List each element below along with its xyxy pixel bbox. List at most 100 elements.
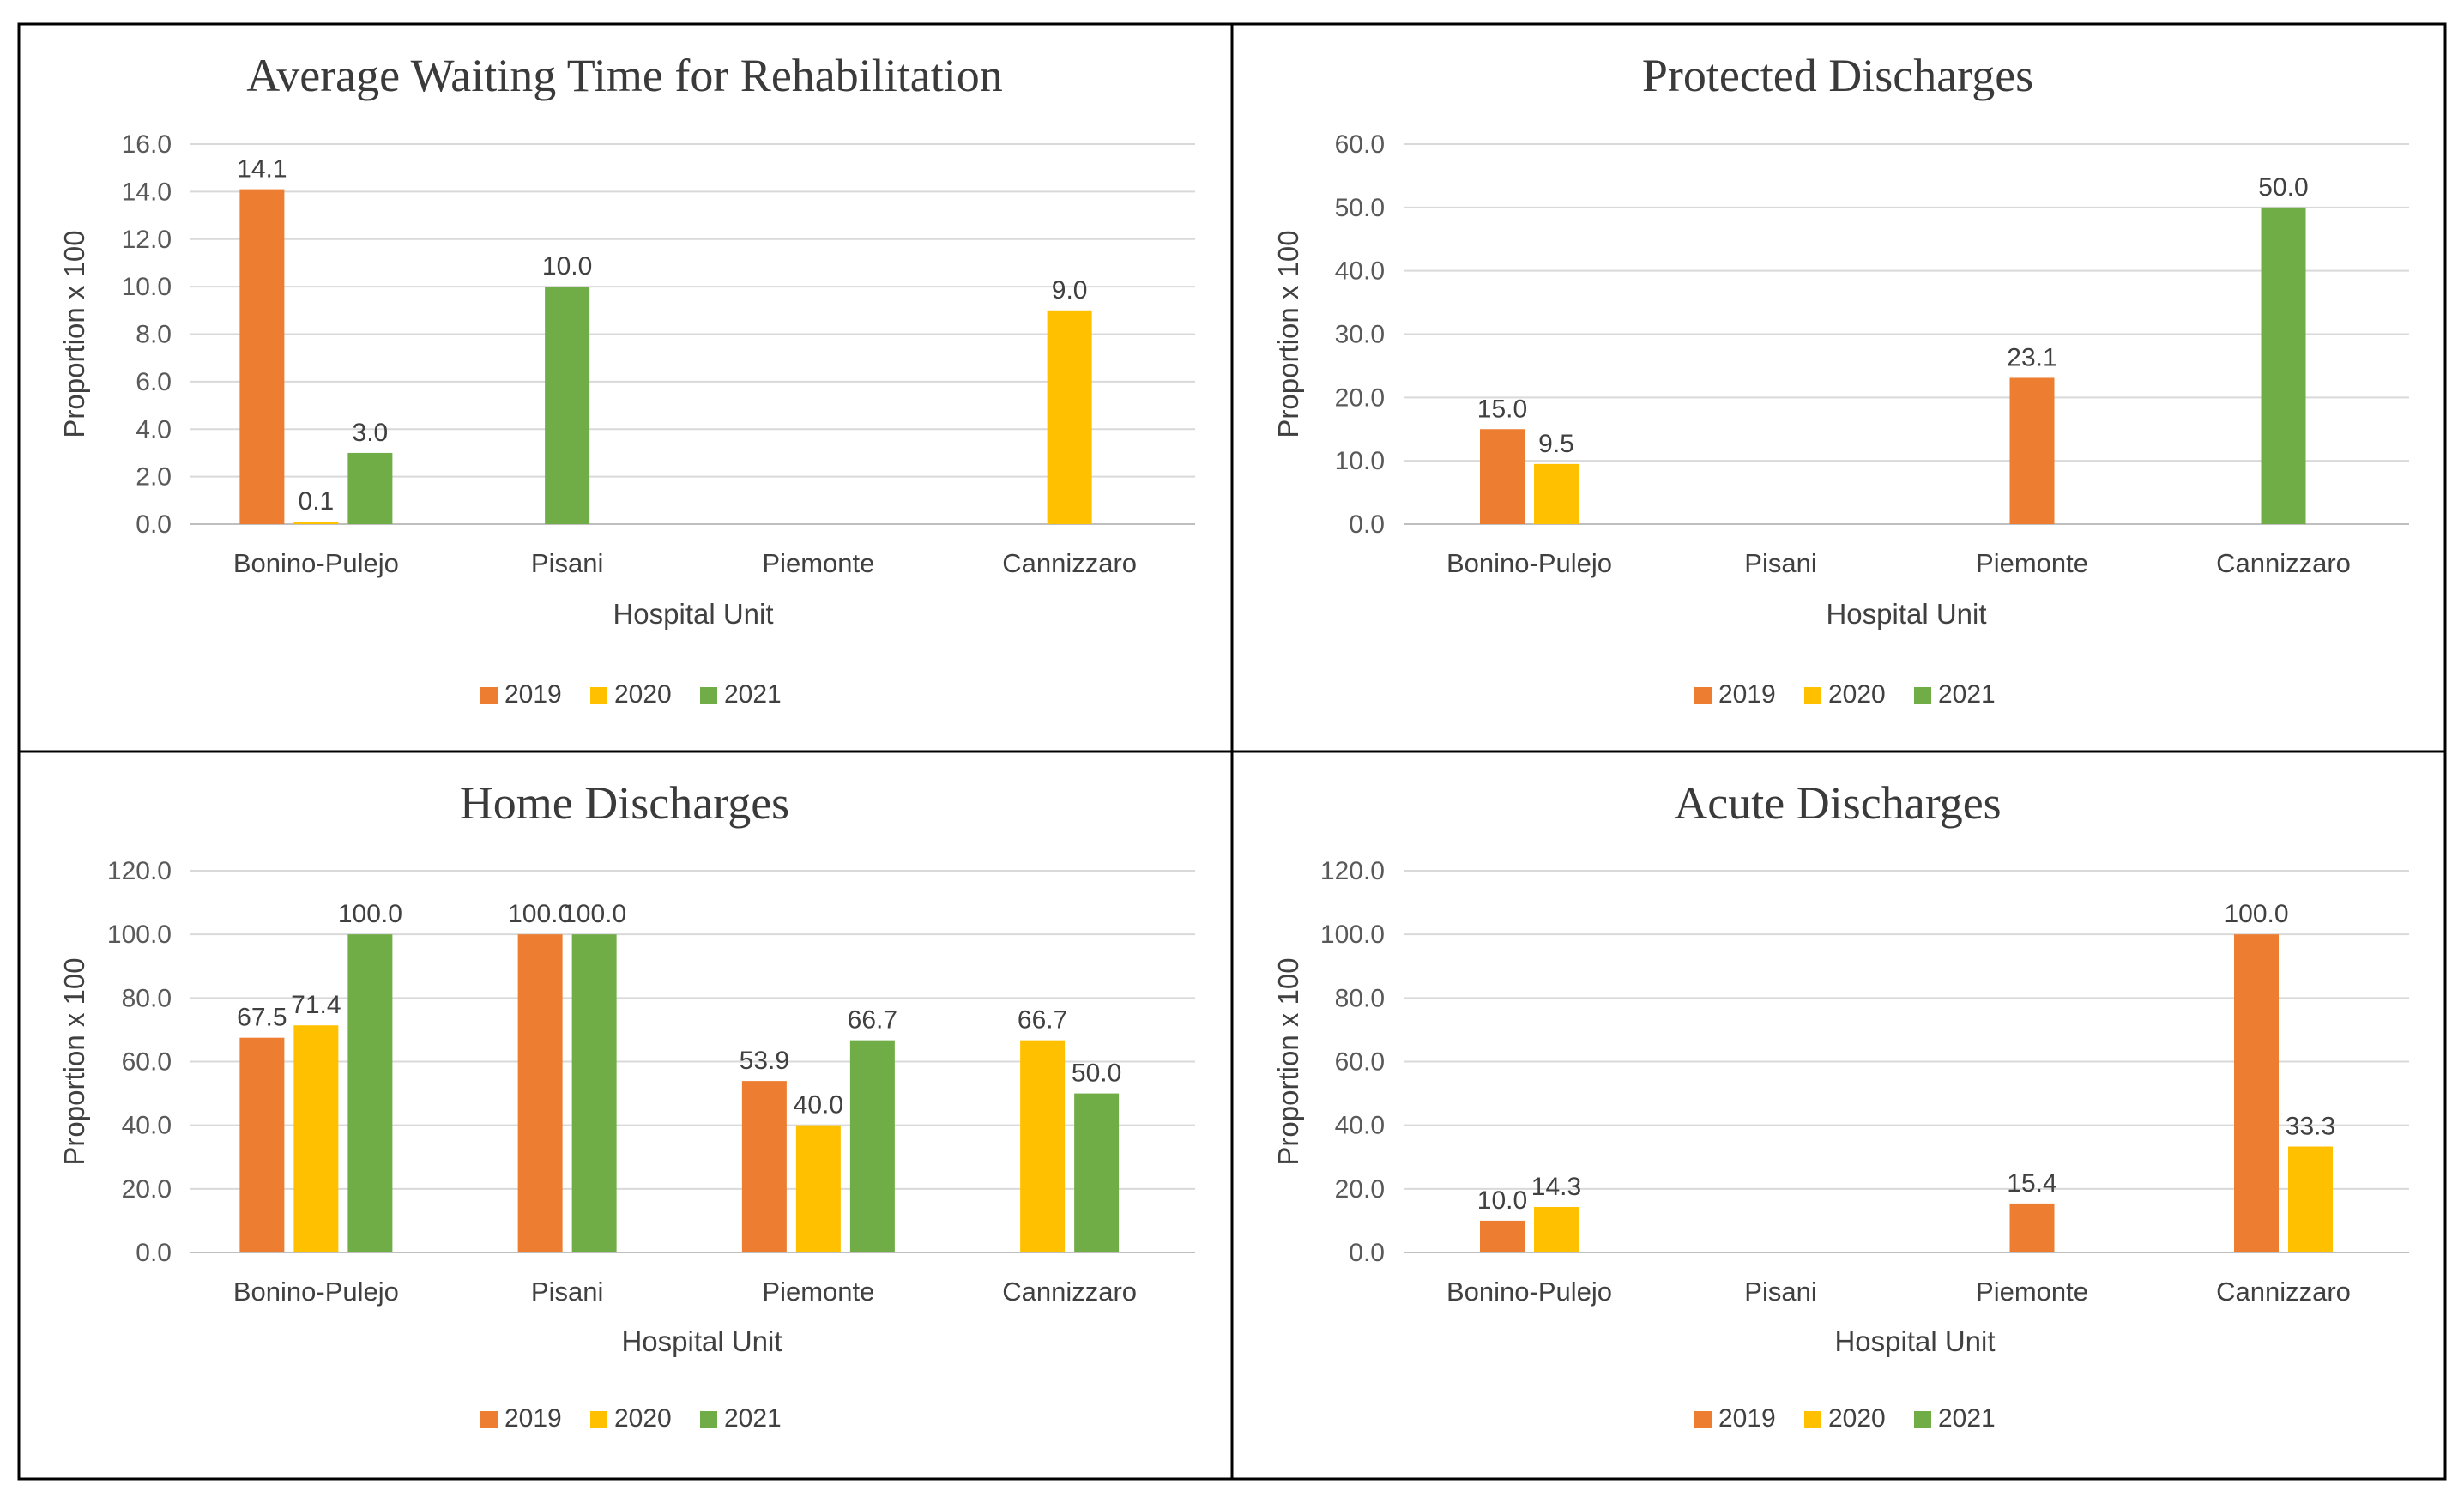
chart-panel-average-waiting-time-for-rehabilitation: Average Waiting Time for Rehabilitation 0…: [58, 50, 1195, 709]
data-label-cannizzaro-2021: 50.0: [1072, 1059, 1121, 1088]
bar-cannizzaro-2020: [1047, 310, 1092, 524]
y-tick-label: 0.0: [136, 510, 172, 539]
bar-bonino-pulejo-2019: [239, 189, 285, 524]
y-tick-label: 120.0: [1320, 857, 1385, 885]
x-axis-label: Hospital Unit: [621, 1325, 782, 1357]
panel-frame: [1230, 750, 2447, 1481]
bar-cannizzaro-2021: [2261, 207, 2306, 525]
bar-bonino-pulejo-2020: [293, 1025, 339, 1252]
legend-swatch-2020: [590, 1411, 607, 1428]
data-label-bonino-pulejo-2019: 10.0: [1477, 1186, 1527, 1215]
data-label-piemonte-2019: 23.1: [2007, 343, 2056, 371]
y-tick-label: 2.0: [136, 463, 172, 492]
bar-cannizzaro-2020: [2288, 1146, 2333, 1252]
bar-bonino-pulejo-2019: [1480, 1220, 1525, 1252]
y-tick-label: 8.0: [136, 321, 172, 349]
legend-swatch-2021: [1914, 687, 1931, 704]
y-tick-label: 50.0: [1335, 194, 1385, 222]
x-category-label-pisani: Pisani: [531, 548, 603, 578]
legend-label-2019: 2019: [1718, 1404, 1776, 1433]
y-tick-label: 10.0: [1335, 447, 1385, 475]
y-tick-label: 16.0: [122, 130, 172, 159]
data-label-pisani-2021: 10.0: [542, 252, 592, 281]
y-tick-label: 40.0: [1335, 1112, 1385, 1140]
y-tick-label: 60.0: [1335, 1048, 1385, 1077]
legend: 2019 2020 2021: [480, 1404, 782, 1433]
legend-swatch-2021: [700, 687, 717, 704]
legend-swatch-2019: [1694, 1411, 1712, 1428]
legend-swatch-2020: [590, 687, 607, 704]
y-axis-label: Proportion x 100: [58, 230, 90, 438]
data-label-bonino-pulejo-2020: 9.5: [1538, 430, 1574, 458]
x-category-label-pisani: Pisani: [1744, 548, 1816, 578]
bar-piemonte-2019: [741, 1081, 787, 1252]
chart-title: Average Waiting Time for Rehabilitation: [246, 50, 1003, 101]
data-label-bonino-pulejo-2019: 67.5: [237, 1004, 287, 1032]
legend-swatch-2019: [480, 687, 498, 704]
legend-label-2021: 2021: [724, 680, 782, 709]
chart-panel-protected-discharges: Protected Discharges 0.0 10.0 20.0 30.0 40.0 5…: [1272, 50, 2409, 709]
chart-panels: Average Waiting Time for Rehabilitation 0…: [58, 50, 2409, 1433]
panel-frames: [17, 22, 2447, 1481]
y-axis-label: Proportion x 100: [58, 957, 90, 1165]
x-category-label-pisani: Pisani: [531, 1277, 603, 1307]
y-tick-label: 0.0: [136, 1239, 172, 1267]
y-tick-label: 60.0: [122, 1048, 172, 1077]
legend-label-2020: 2020: [614, 680, 672, 709]
y-tick-label: 20.0: [1335, 383, 1385, 412]
legend-label-2019: 2019: [504, 1404, 562, 1433]
legend-swatch-2020: [1804, 687, 1821, 704]
y-tick-label: 6.0: [136, 368, 172, 396]
legend-label-2020: 2020: [1828, 1404, 1886, 1433]
legend-label-2019: 2019: [504, 680, 562, 709]
bar-bonino-pulejo-2019: [239, 1037, 285, 1252]
bar-cannizzaro-2020: [1020, 1040, 1066, 1252]
chart-panel-home-discharges: Home Discharges 0.0 20.0 40.0 60.0 80.0 100.0 1…: [58, 777, 1195, 1433]
y-tick-label: 4.0: [136, 415, 172, 444]
y-tick-label: 14.0: [122, 178, 172, 206]
bar-bonino-pulejo-2021: [347, 934, 393, 1252]
bar-bonino-pulejo-2021: [347, 452, 393, 524]
y-tick-label: 30.0: [1335, 321, 1385, 349]
data-label-bonino-pulejo-2019: 15.0: [1477, 395, 1527, 423]
data-label-pisani-2019: 100.0: [508, 900, 572, 928]
bar-cannizzaro-2021: [1074, 1093, 1120, 1252]
data-label-bonino-pulejo-2021: 3.0: [353, 419, 389, 447]
chart-title: Acute Discharges: [1674, 777, 2001, 829]
bar-piemonte-2019: [2009, 1203, 2055, 1252]
legend-label-2021: 2021: [1938, 1404, 1996, 1433]
bar-bonino-pulejo-2020: [1534, 1206, 1579, 1252]
x-axis-label: Hospital Unit: [1826, 598, 1986, 630]
data-label-bonino-pulejo-2020: 71.4: [291, 991, 341, 1019]
x-category-label-pisani: Pisani: [1744, 1277, 1816, 1307]
y-tick-label: 80.0: [122, 984, 172, 1012]
bar-pisani-2021: [571, 934, 617, 1252]
chart-title: Home Discharges: [460, 777, 789, 829]
legend: 2019 2020 2021: [480, 680, 782, 709]
data-label-bonino-pulejo-2021: 100.0: [338, 900, 402, 928]
y-tick-label: 40.0: [1335, 257, 1385, 286]
data-label-bonino-pulejo-2020: 0.1: [299, 487, 335, 516]
x-category-label-bonino-pulejo: Bonino-Pulejo: [1446, 548, 1612, 578]
x-axis-label: Hospital Unit: [613, 598, 773, 630]
legend: 2019 2020 2021: [1694, 680, 1996, 709]
data-label-bonino-pulejo-2020: 14.3: [1531, 1173, 1581, 1201]
x-category-label-piemonte: Piemonte: [762, 1277, 874, 1307]
bar-cannizzaro-2019: [2234, 934, 2279, 1252]
y-axis-label: Proportion x 100: [1272, 957, 1304, 1165]
x-category-label-bonino-pulejo: Bonino-Pulejo: [233, 1277, 399, 1307]
chart-panel-acute-discharges: Acute Discharges 0.0 20.0 40.0 60.0 80.0 100.0…: [1272, 777, 2409, 1433]
y-tick-label: 20.0: [122, 1175, 172, 1204]
data-label-cannizzaro-2020: 9.0: [1052, 276, 1088, 305]
data-label-piemonte-2019: 15.4: [2007, 1169, 2056, 1198]
data-label-bonino-pulejo-2019: 14.1: [237, 155, 287, 184]
x-category-label-cannizzaro: Cannizzaro: [2216, 1277, 2351, 1307]
bar-pisani-2021: [545, 287, 590, 524]
bar-bonino-pulejo-2020: [293, 522, 339, 524]
data-label-piemonte-2020: 40.0: [794, 1091, 843, 1120]
legend-label-2020: 2020: [1828, 680, 1886, 709]
x-category-label-bonino-pulejo: Bonino-Pulejo: [1446, 1277, 1612, 1307]
x-category-label-piemonte: Piemonte: [1976, 1277, 2088, 1307]
bar-bonino-pulejo-2020: [1534, 463, 1579, 524]
x-axis-label: Hospital Unit: [1834, 1325, 1995, 1357]
